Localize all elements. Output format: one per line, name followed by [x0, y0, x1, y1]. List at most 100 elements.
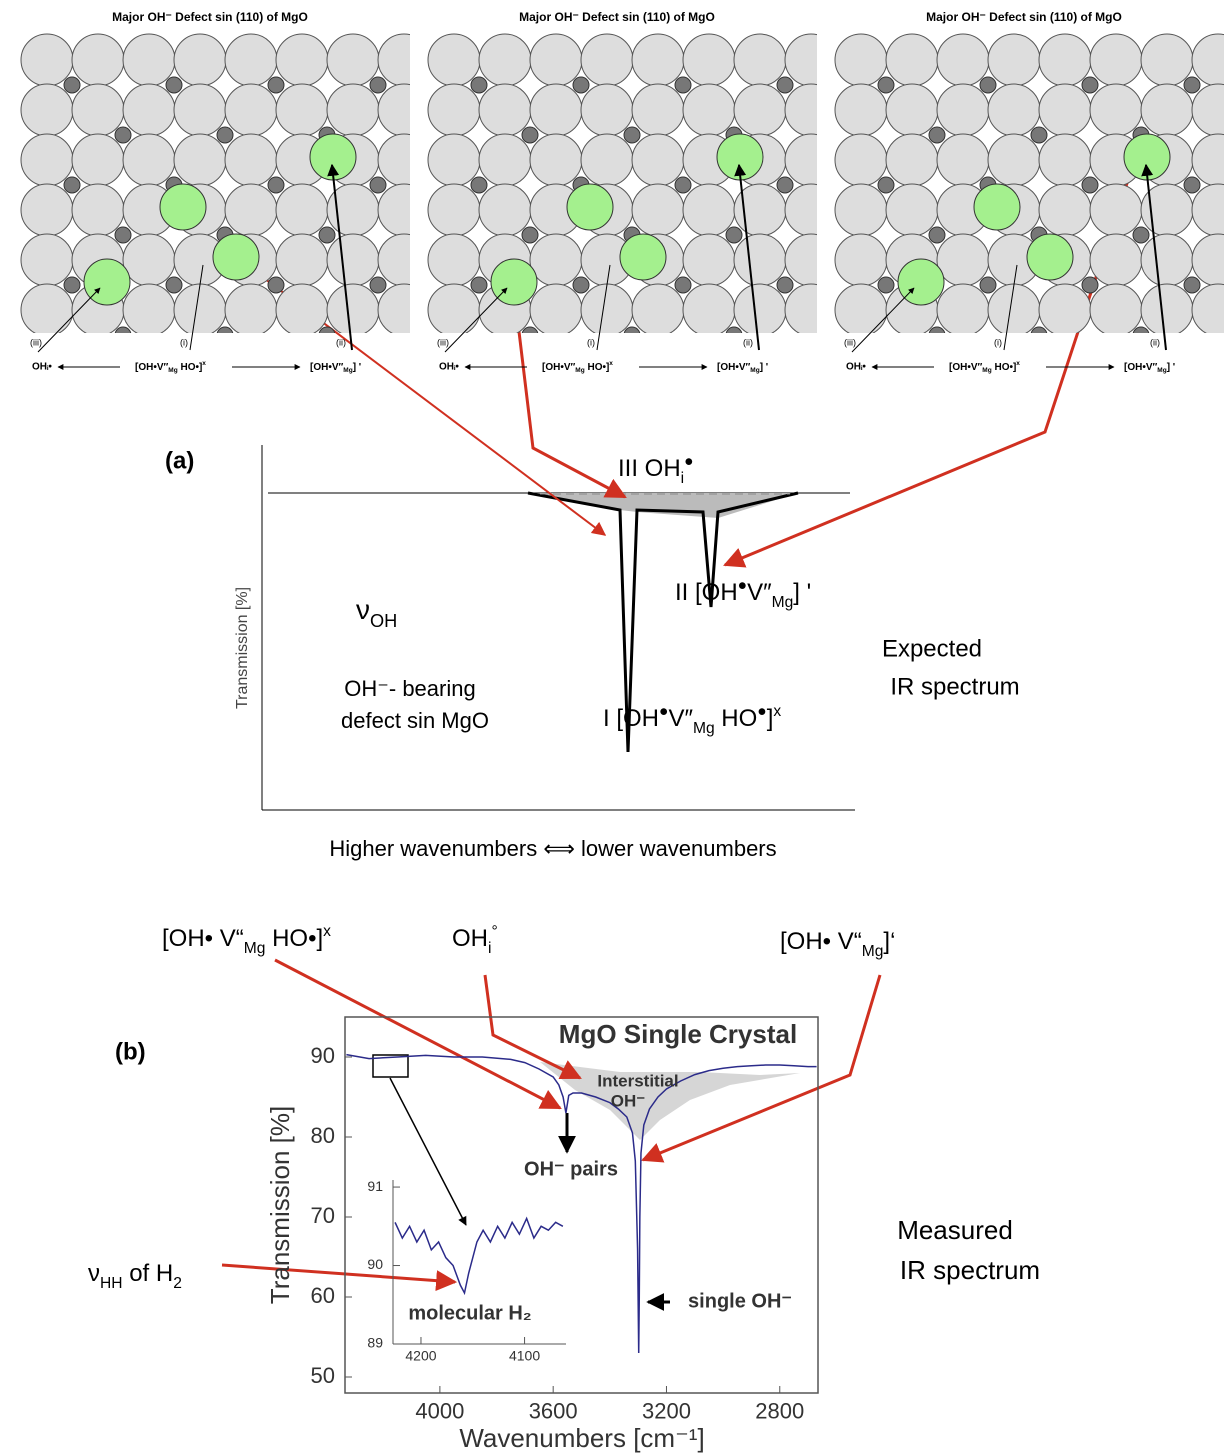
oxygen-ion	[174, 34, 226, 86]
mg-ion	[471, 177, 487, 193]
mg-ion	[980, 77, 996, 93]
oxygen-ion	[937, 284, 989, 336]
mg-ion	[1031, 127, 1047, 143]
y-label: Transmission [%]	[234, 587, 251, 709]
oxygen-ion	[683, 34, 735, 86]
oxygen-ion	[72, 34, 124, 86]
oxygen-ion	[785, 134, 837, 186]
text-part: Mg	[693, 720, 715, 737]
mg-ion	[929, 327, 945, 343]
mg-ion	[115, 127, 131, 143]
defect-site	[213, 234, 259, 280]
mg-ion	[64, 177, 80, 193]
text-part: Mg	[772, 594, 794, 611]
oxygen-ion	[428, 134, 480, 186]
oxygen-ion	[530, 284, 582, 336]
oxygen-ion	[1039, 34, 1091, 86]
oxygen-ion	[632, 284, 684, 336]
oxygen-ion	[988, 84, 1040, 136]
text-part: ] '	[353, 362, 362, 373]
text-part: [OH•V″	[135, 362, 169, 373]
y-tick-label: 90	[311, 1043, 335, 1068]
text-part: HO	[715, 705, 758, 732]
annotation: OH⁻	[611, 1091, 646, 1110]
defect-site	[160, 184, 206, 230]
text-part: Mg	[343, 367, 352, 374]
species: [OH•V″Mg HO•]x	[135, 360, 206, 374]
species: [OH•V″Mg] '	[1124, 362, 1175, 375]
oxygen-ion	[225, 84, 277, 136]
oxygen-ion	[1039, 134, 1091, 186]
mg-ion	[878, 277, 894, 293]
text-part: ]	[767, 705, 774, 732]
mg-ion	[777, 77, 793, 93]
spectrum	[395, 1218, 563, 1293]
text-part: [OH•V″	[542, 362, 576, 373]
oxygen-ion	[581, 84, 633, 136]
oxygen-ion	[327, 284, 379, 336]
text-part: Mg	[1157, 367, 1166, 374]
oxygen-ion	[785, 84, 837, 136]
text-part: [OH• V“	[162, 925, 244, 952]
caption: IR spectrum	[900, 1255, 1040, 1285]
oxygen-ion	[21, 84, 73, 136]
text-part: ●	[757, 703, 766, 720]
oxygen-ion	[785, 234, 837, 286]
oxygen-ion	[530, 34, 582, 86]
x-tick-label: 2800	[755, 1399, 804, 1424]
mg-ion	[1082, 177, 1098, 193]
text-part: [OH•V″	[310, 362, 344, 373]
oxygen-ion	[937, 34, 989, 86]
annotation: OHi°	[452, 923, 498, 957]
oxygen-ion	[276, 284, 328, 336]
y-tick-label: 89	[367, 1335, 383, 1351]
mg-ion	[1031, 327, 1047, 343]
mg-ion	[115, 327, 131, 343]
mg-ion	[370, 277, 386, 293]
panel-title: Major OH⁻ Defect sin (110) of MgO	[519, 10, 715, 24]
oxygen-ion	[225, 184, 277, 236]
note: OH⁻- bearing	[344, 676, 475, 701]
oxygen-ion	[581, 34, 633, 86]
text-part: ] '	[1167, 362, 1176, 373]
annotation: [OH• V“Mg HO•]x	[162, 923, 331, 957]
oxygen-ion	[1090, 184, 1142, 236]
oxygen-ion	[378, 84, 430, 136]
oxygen-ion	[886, 84, 938, 136]
oxygen-ion	[276, 34, 328, 86]
oxygen-ion	[835, 234, 887, 286]
mg-ion	[878, 177, 894, 193]
mg-ion	[980, 277, 996, 293]
mg-ion	[471, 277, 487, 293]
text-part: ν	[356, 594, 370, 625]
oxygen-ion	[1141, 84, 1193, 136]
oxygen-ion	[378, 284, 430, 336]
text-part: HO•]	[585, 362, 610, 373]
oxygen-ion	[632, 34, 684, 86]
mg-ion	[675, 277, 691, 293]
oxygen-ion	[1090, 284, 1142, 336]
text-part: ] '	[760, 362, 769, 373]
text-part: I [OH	[603, 705, 659, 732]
band	[528, 493, 798, 518]
oxygen-ion	[72, 184, 124, 236]
oxygen-ion	[123, 134, 175, 186]
x-tick-label: 4200	[405, 1347, 436, 1363]
mg-ion	[573, 277, 589, 293]
oxygen-ion	[225, 34, 277, 86]
oxygen-ion	[1141, 284, 1193, 336]
text-part: x	[1016, 360, 1020, 367]
mg-ion	[217, 127, 233, 143]
mg-ion	[878, 77, 894, 93]
text-part: x	[609, 360, 613, 367]
arrow	[390, 1078, 466, 1225]
site-label: (i)	[180, 337, 188, 347]
oxygen-ion	[835, 134, 887, 186]
peak-label: II [OH●V″Mg] '	[675, 577, 811, 611]
oxygen-ion	[835, 84, 887, 136]
oxygen-ion	[835, 34, 887, 86]
oxygen-ion	[21, 184, 73, 236]
oxygen-ion	[174, 284, 226, 336]
mg-ion	[1133, 227, 1149, 243]
mg-ion	[268, 277, 284, 293]
